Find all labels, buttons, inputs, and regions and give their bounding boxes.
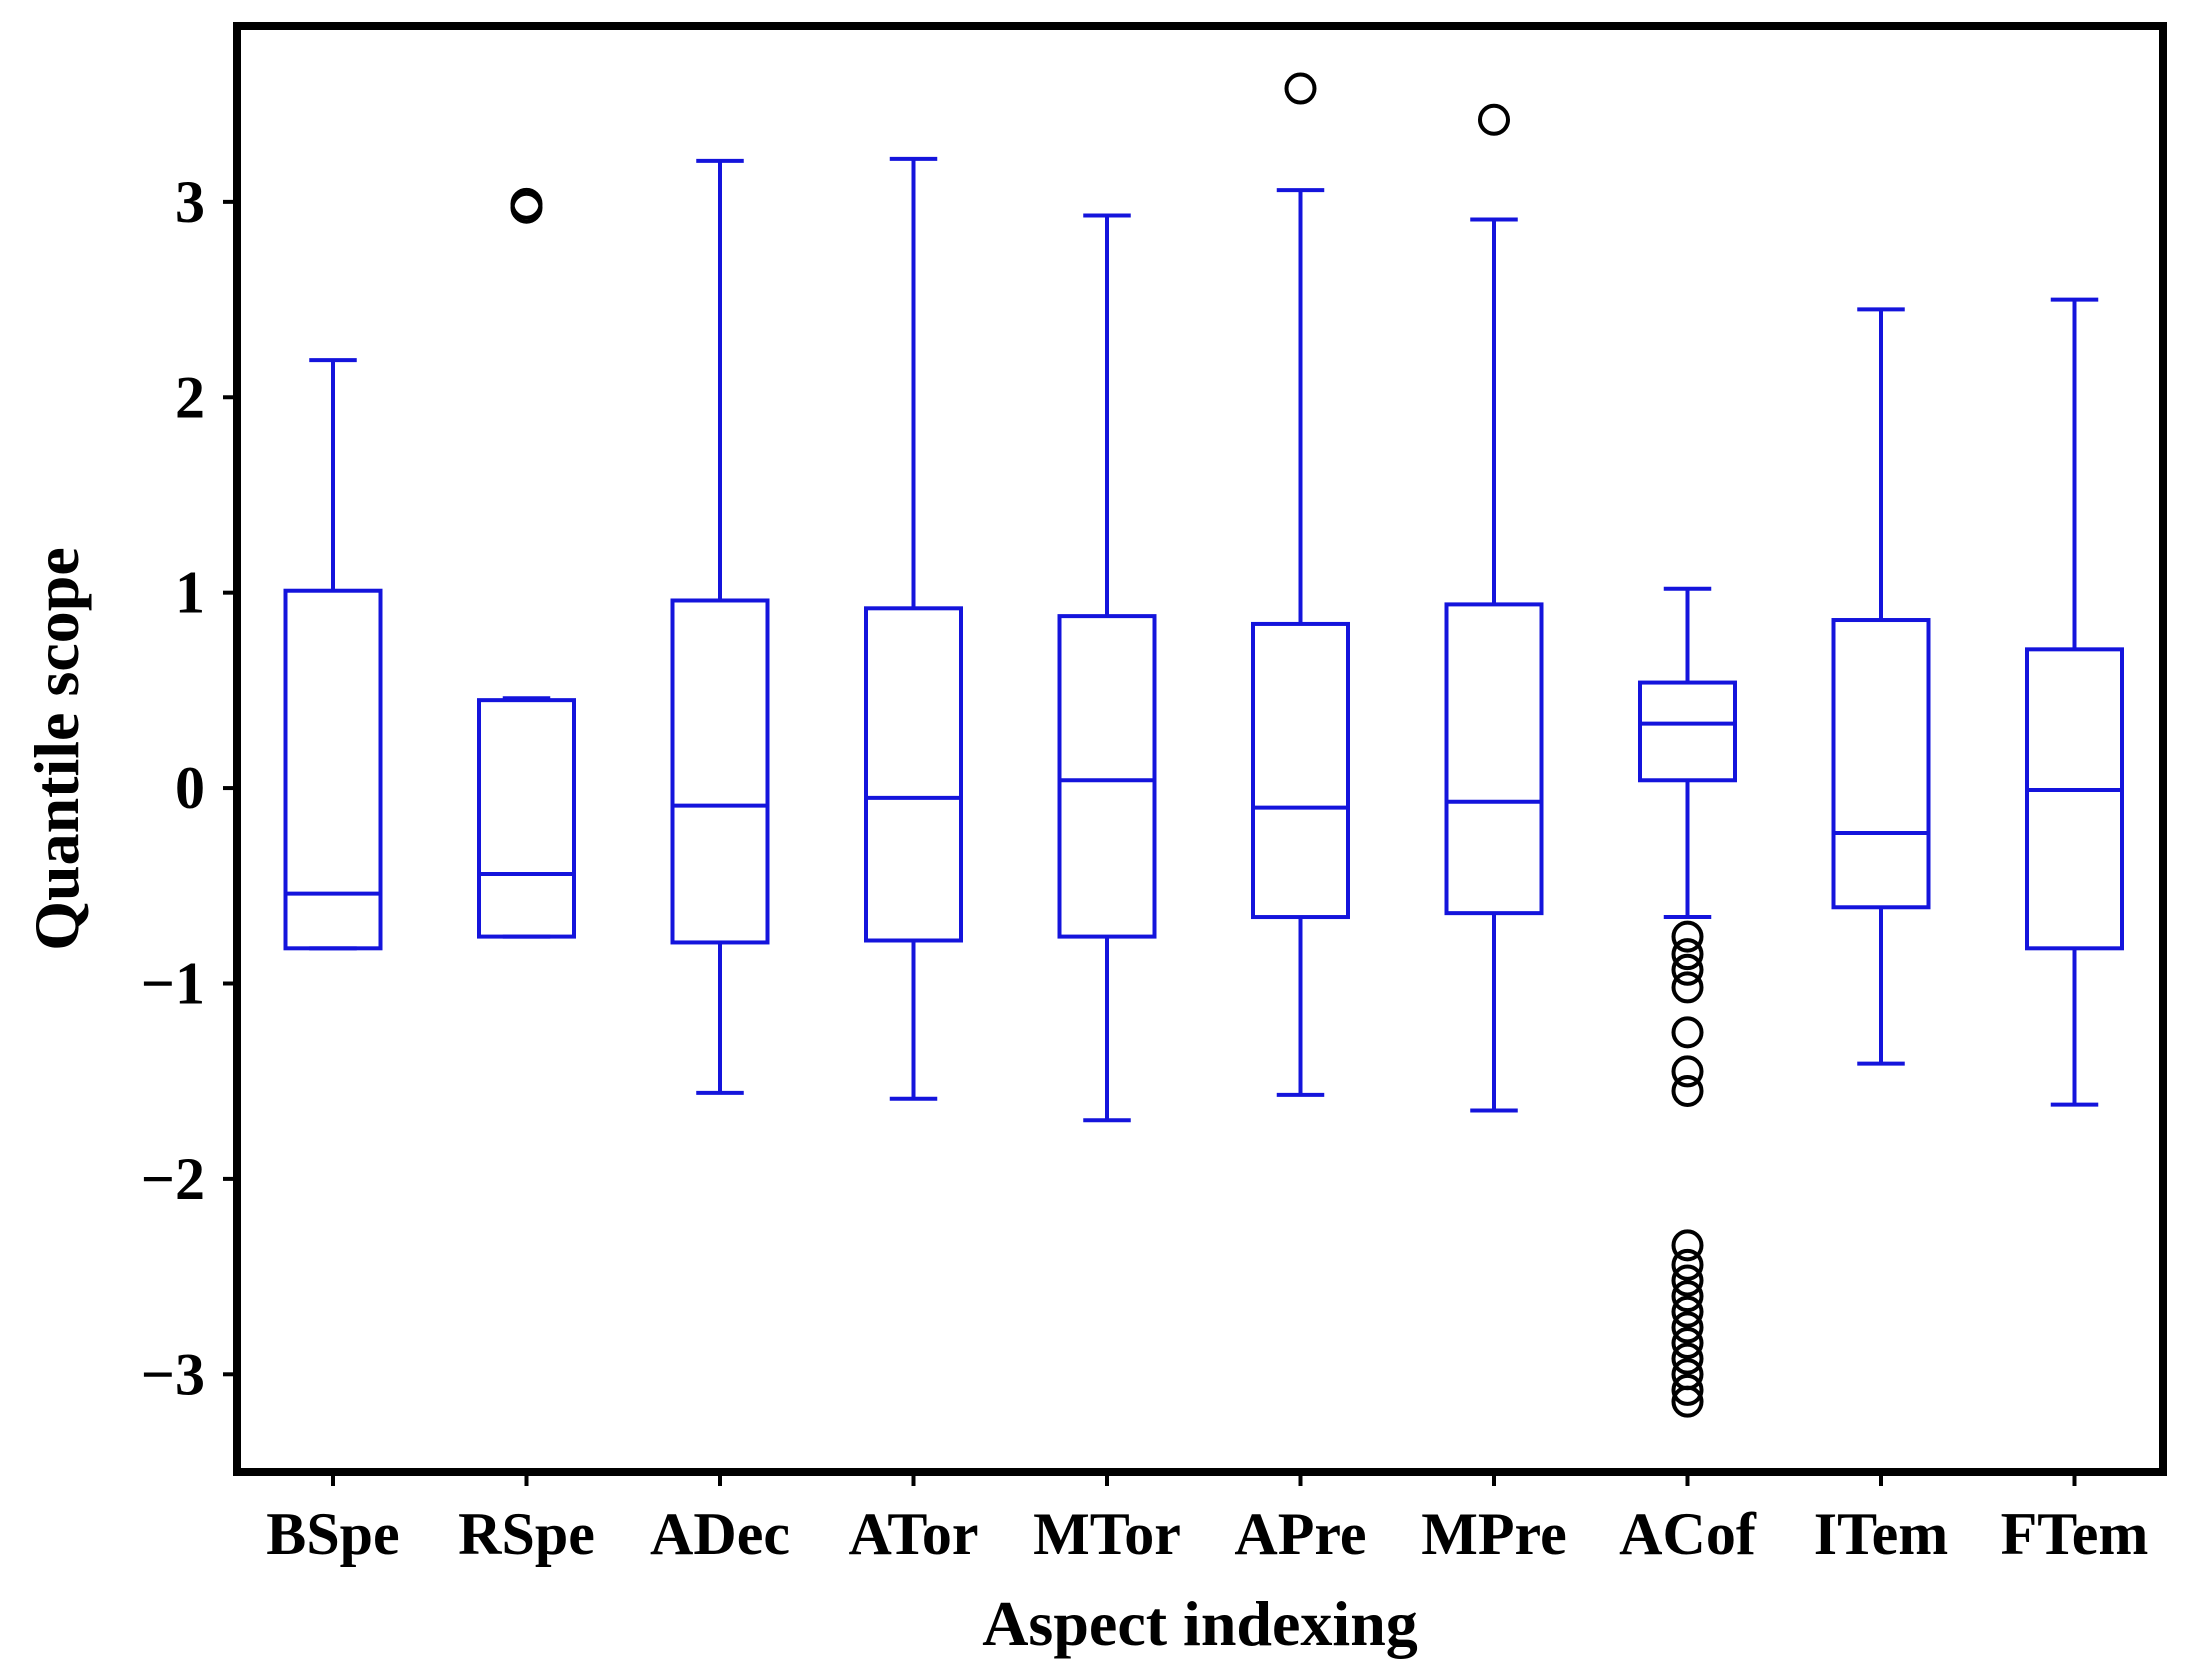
box-body: [1444, 602, 1544, 916]
y-tick-label: −2: [141, 1146, 205, 1212]
box-adec: [670, 158, 770, 1095]
box-mpre: [1444, 103, 1544, 1113]
outlier-point: [1671, 953, 1704, 986]
plot-area: [283, 72, 2124, 1418]
box-body: [2025, 647, 2124, 951]
outlier-point: [1671, 1248, 1704, 1281]
y-tick-label: −1: [141, 950, 205, 1016]
outlier-point: [1671, 938, 1704, 971]
outlier-point: [1671, 1264, 1704, 1297]
box-rspe: [477, 187, 576, 939]
outlier-point: [510, 187, 543, 220]
box-ator: [864, 156, 963, 1101]
y-tick-label: 1: [175, 560, 205, 626]
plot-frame: [233, 22, 2167, 1476]
y-axis-label: Quantile scope: [21, 547, 92, 951]
outlier-point: [1671, 1229, 1704, 1262]
x-tick-label: ITem: [1814, 1501, 1948, 1567]
x-tick-label: MPre: [1421, 1501, 1566, 1567]
box-body: [1638, 680, 1737, 783]
box-body: [1057, 614, 1157, 939]
box-apre: [1251, 72, 1350, 1097]
outlier-point: [1671, 1373, 1704, 1406]
x-tick-label: APre: [1234, 1501, 1366, 1567]
box-body: [283, 588, 383, 951]
y-tick-label: 0: [175, 755, 205, 821]
outlier-point: [1671, 1327, 1704, 1360]
x-tick-label: FTem: [2001, 1501, 2149, 1567]
y-tick-label: 3: [175, 169, 205, 235]
outlier-point: [1671, 1016, 1704, 1049]
outlier-point: [1671, 1055, 1704, 1088]
box-body: [864, 606, 963, 943]
box-acof: [1638, 586, 1737, 1418]
x-tick-label: ATor: [848, 1501, 978, 1567]
outlier-point: [1671, 1074, 1704, 1107]
y-tick-label: −3: [141, 1341, 205, 1407]
outlier-point: [1671, 1385, 1704, 1418]
box-body: [477, 698, 576, 939]
outlier-point: [1671, 1280, 1704, 1313]
x-tick-label: RSpe: [458, 1501, 595, 1567]
outlier-point: [1284, 72, 1317, 105]
x-axis-label: Aspect indexing: [982, 1588, 1418, 1659]
outlier-point: [1671, 1295, 1704, 1328]
outlier-point: [1671, 971, 1704, 1004]
box-body: [1251, 621, 1350, 920]
box-ftem: [2025, 297, 2124, 1107]
x-axis: BSpe RSpe ADec ATor MTor APre MPre ACof ITem FTem: [266, 1472, 2148, 1567]
x-tick-label: ADec: [650, 1501, 790, 1567]
box-mtor: [1057, 213, 1157, 1123]
outlier-point: [1478, 103, 1510, 136]
box-bspe: [283, 358, 383, 951]
outlier-point: [1671, 1311, 1704, 1344]
box-item: [1831, 307, 1931, 1066]
y-tick-label: 2: [175, 364, 205, 430]
x-tick-label: MTor: [1033, 1501, 1181, 1567]
x-tick-label: ACof: [1619, 1501, 1757, 1567]
y-axis: −3 −2 −1 0 1 2 3: [141, 169, 237, 1407]
box-body: [1831, 618, 1931, 910]
outlier-point: [1671, 1342, 1704, 1375]
x-tick-label: BSpe: [266, 1501, 399, 1567]
outlier-point: [1671, 920, 1704, 953]
box-body: [670, 598, 770, 945]
